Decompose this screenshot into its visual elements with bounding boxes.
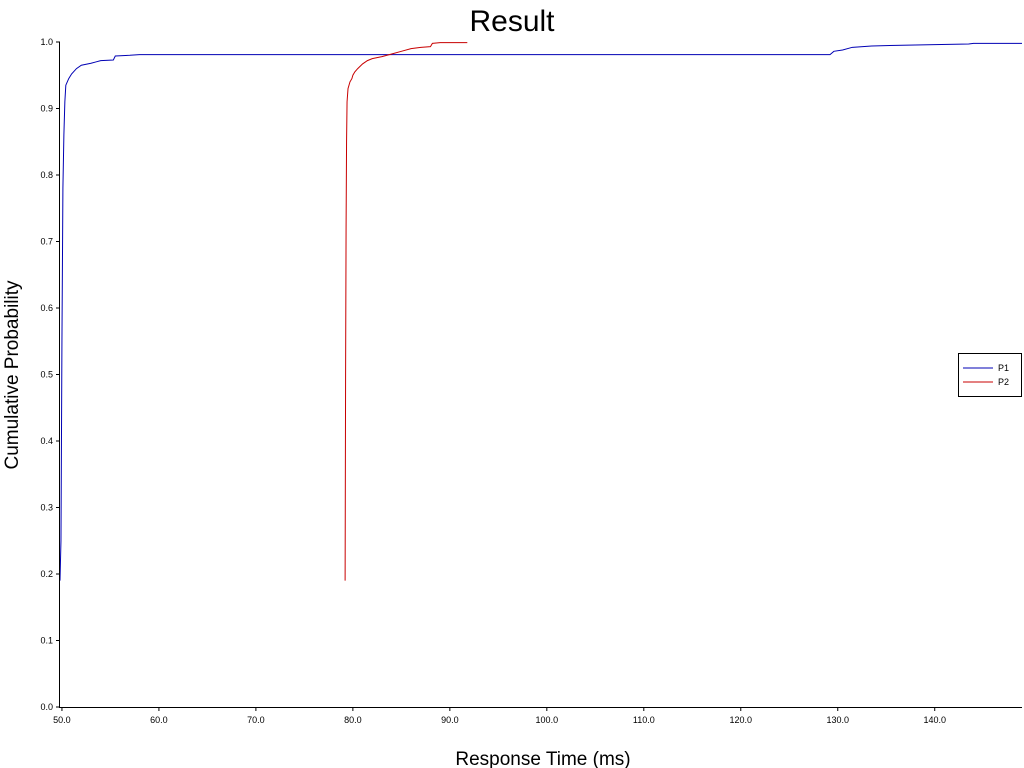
- y-tick-label: 0.4: [40, 436, 53, 446]
- chart-title: Result: [469, 5, 555, 38]
- y-tick-label: 0.9: [40, 104, 53, 114]
- x-tick-label: 110.0: [633, 715, 655, 725]
- y-tick-label: 0.3: [40, 503, 53, 513]
- legend-label-p2: P2: [998, 377, 1009, 387]
- x-tick-label: 130.0: [826, 715, 849, 725]
- y-tick-label: 0.8: [40, 170, 53, 180]
- series-line-p2: [344, 42, 468, 581]
- x-tick-label: 80.0: [344, 715, 362, 725]
- x-tick-label: 140.0: [923, 715, 946, 725]
- x-tick-label: 120.0: [730, 715, 753, 725]
- plot-lines: [59, 42, 1022, 581]
- series-line-p1: [59, 42, 1022, 581]
- x-axis-label: Response Time (ms): [455, 749, 630, 768]
- y-tick-label: 0.0: [40, 702, 53, 712]
- y-tick-label: 0.6: [40, 303, 53, 313]
- x-tick-label: 50.0: [53, 715, 71, 725]
- x-tick-label: 90.0: [441, 715, 459, 725]
- y-tick-label: 0.1: [40, 636, 53, 646]
- x-tick-label: 100.0: [536, 715, 559, 725]
- y-tick-label: 0.2: [40, 569, 53, 579]
- y-tick-label: 0.5: [40, 370, 53, 380]
- legend: P1 P2: [958, 353, 1022, 397]
- x-ticks: 50.0 60.0 70.0 80.0 90.0 100.0 110.0 120.0 130.0…: [53, 707, 946, 725]
- x-tick-label: 70.0: [247, 715, 265, 725]
- legend-box: [958, 353, 1022, 397]
- x-tick-label: 60.0: [150, 715, 168, 725]
- legend-label-p1: P1: [998, 363, 1009, 373]
- y-tick-label: 1.0: [40, 37, 53, 47]
- y-axis-label: Cumulative Probability: [2, 280, 23, 470]
- y-tick-label: 0.7: [40, 237, 53, 247]
- y-ticks: 0.0 0.1 0.2 0.3 0.4 0.5 0.6 0.7 0.8 0.9 1.0: [40, 37, 60, 712]
